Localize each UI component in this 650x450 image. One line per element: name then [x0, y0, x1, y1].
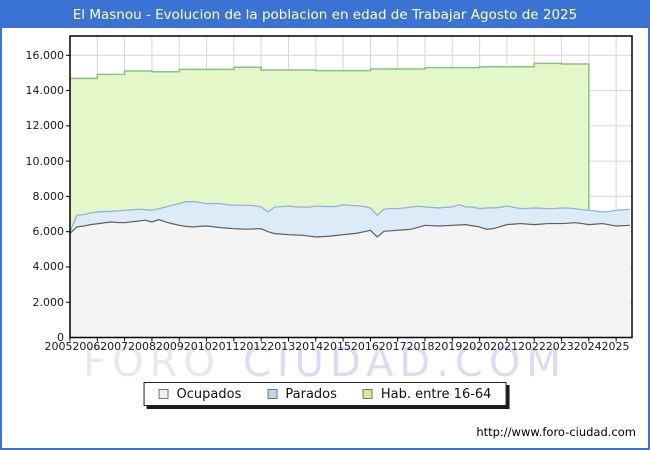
x-axis-label: 2005: [44, 340, 73, 353]
x-axis-label: 2008: [128, 340, 157, 353]
series-ocupados-area: [70, 219, 630, 338]
x-axis-label: 2022: [517, 340, 546, 353]
y-axis-label: 12.000: [25, 119, 65, 133]
legend-label: Ocupados: [176, 386, 242, 402]
legend-label: Hab. entre 16-64: [380, 386, 492, 402]
legend: Ocupados Parados Hab. entre 16-64: [143, 382, 507, 406]
x-axis-label: 2012: [239, 340, 268, 353]
y-axis-label: 10.000: [25, 154, 65, 168]
legend-swatch-parados: [267, 389, 278, 399]
series-hab-16-64-line: [70, 62, 590, 338]
legend-swatch-ocupados: [158, 389, 169, 399]
x-axis-label: 2017: [378, 340, 407, 353]
x-axis-label: 2020: [462, 340, 491, 353]
y-axis-label: 0: [57, 331, 64, 344]
x-axis-label: 2006: [72, 340, 101, 353]
x-axis-label: 2023: [545, 340, 574, 353]
legend-swatch-hab-entre-16-64: [362, 389, 373, 399]
y-axis-label: 2.000: [32, 295, 65, 309]
series-ocupados-line: [69, 219, 630, 238]
y-axis-label: 16.000: [25, 48, 65, 62]
footer-url-link[interactable]: http://www.foro-ciudad.com: [476, 425, 636, 439]
y-axis-label: 8.000: [32, 189, 65, 203]
x-axis-label: 2010: [183, 340, 212, 353]
x-axis-label: 2013: [267, 340, 296, 353]
plot-border: [69, 35, 633, 339]
legend-item: Parados: [267, 387, 337, 402]
legend-item: Ocupados: [158, 386, 242, 402]
x-axis-label: 2009: [155, 340, 184, 353]
chart-title: El Masnou - Evolucion de la poblacion en…: [72, 7, 578, 23]
x-axis-label: 2016: [350, 340, 379, 353]
x-axis-label: 2014: [295, 340, 324, 353]
x-axis-label: 2024: [573, 340, 602, 353]
y-axis-label: 6.000: [32, 225, 65, 239]
legend-label: Parados: [285, 386, 337, 402]
legend-item: Hab. entre 16-64: [362, 386, 492, 402]
x-axis-label: 2007: [100, 340, 129, 353]
x-axis-label: 2015: [323, 340, 351, 353]
watermark-foro: FORO: [83, 340, 221, 386]
x-axis-label: 2025: [601, 340, 630, 353]
y-axis-label: 4.000: [32, 260, 65, 274]
series-parados-line: [69, 201, 630, 233]
x-axis-label: 2011: [211, 340, 240, 353]
x-axis-label: 2021: [490, 340, 519, 353]
x-axis-label: 2018: [406, 340, 435, 353]
y-axis-label: 14.000: [25, 84, 65, 98]
watermark-ciudad: CIUDAD.COM: [242, 340, 567, 386]
watermark: FORO CIUDAD.COM: [83, 341, 567, 385]
x-axis-label: 2019: [434, 340, 463, 353]
title-bar: El Masnou - Evolucion de la poblacion en…: [2, 2, 648, 28]
